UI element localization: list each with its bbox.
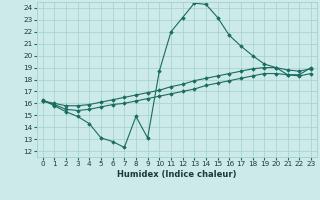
X-axis label: Humidex (Indice chaleur): Humidex (Indice chaleur) <box>117 170 236 179</box>
